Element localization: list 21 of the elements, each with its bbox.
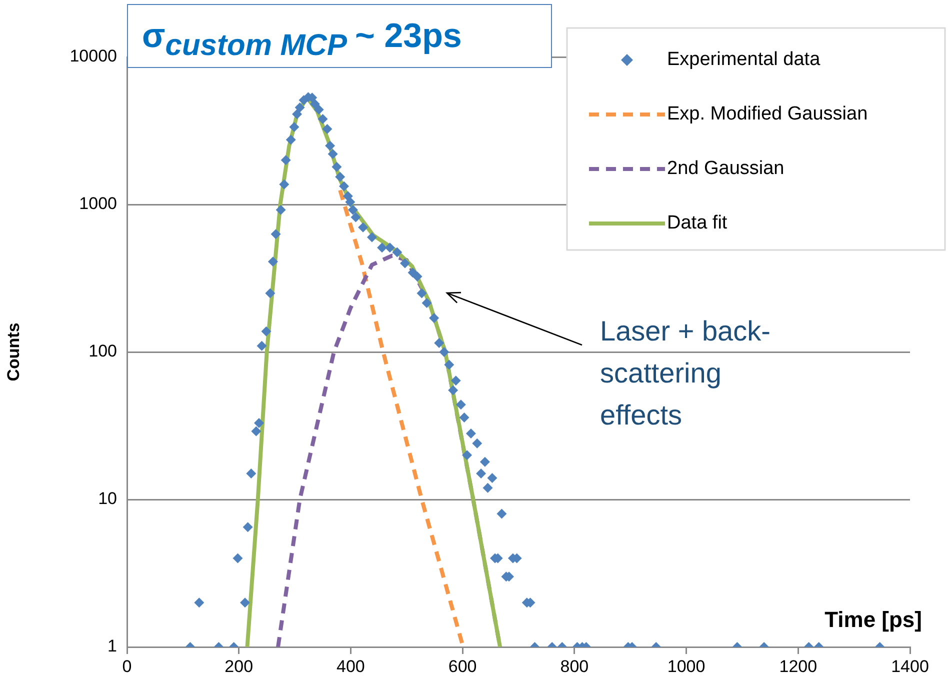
x-tick-label: 1200	[779, 656, 818, 676]
legend-label: 2nd Gaussian	[667, 158, 784, 180]
legend-label: Exp. Modified Gaussian	[667, 104, 868, 125]
legend-label: Experimental data	[667, 49, 821, 70]
y-tick-label: 100	[88, 342, 117, 361]
annotation: Laser + back-scattering effects	[600, 316, 770, 431]
y-tick-label: 1	[108, 636, 117, 656]
x-tick-label: 200	[224, 656, 254, 676]
x-axis-title: Time [ps]	[824, 607, 922, 632]
y-axis-title: Counts	[4, 322, 23, 382]
y-tick-label: 10	[98, 489, 117, 508]
x-tick-label: 600	[448, 656, 477, 676]
x-tick-label: 800	[560, 656, 589, 676]
x-tick-label: 0	[122, 656, 132, 676]
annotation: σ$_{custom MCP}$ ~ 23ps	[127, 4, 552, 68]
legend-label: Data fit	[667, 212, 728, 234]
x-tick-label: 1400	[891, 656, 929, 676]
y-tick-label: 10000	[70, 46, 117, 66]
x-tick-label: 400	[336, 656, 365, 676]
x-tick-label: 1000	[667, 656, 706, 676]
y-tick-label: 1000	[79, 194, 117, 214]
